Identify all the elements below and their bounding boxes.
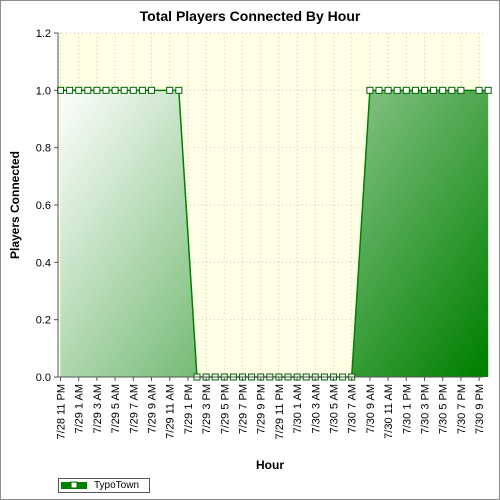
area-fill (60, 90, 489, 377)
chart-title: Total Players Connected By Hour (139, 8, 361, 24)
data-point (129, 86, 137, 94)
y-tick-label: 1.2 (36, 28, 51, 40)
data-point (75, 86, 83, 94)
y-tick-label: 0.8 (36, 143, 51, 155)
x-tick-label: 7/29 7 PM (238, 384, 250, 434)
legend: TypoTown (58, 478, 150, 493)
data-point (366, 86, 374, 94)
legend-label: TypoTown (94, 480, 140, 491)
x-tick-label: 7/29 5 AM (110, 384, 122, 434)
data-point (166, 86, 174, 94)
data-point (175, 86, 183, 94)
data-point (111, 86, 119, 94)
data-point (430, 86, 438, 94)
x-tick-label: 7/30 5 PM (438, 384, 450, 434)
x-tick-label: 7/30 5 AM (329, 384, 341, 434)
data-point (84, 86, 92, 94)
data-point (66, 86, 74, 94)
data-point (439, 86, 447, 94)
data-point (93, 86, 101, 94)
data-point (457, 86, 465, 94)
x-axis-title: Hour (256, 458, 284, 472)
data-point (138, 86, 146, 94)
x-tick-label: 7/30 11 AM (383, 384, 395, 439)
y-tick-label: 1.0 (36, 85, 51, 97)
data-point (484, 86, 492, 94)
data-point (411, 86, 419, 94)
x-tick-label: 7/29 11 AM (165, 384, 177, 439)
x-tick-label: 7/29 7 AM (128, 384, 140, 434)
x-tick-label: 7/29 11 PM (274, 384, 286, 439)
data-point (384, 86, 392, 94)
x-tick-label: 7/30 3 PM (420, 384, 432, 434)
x-tick-label: 7/29 9 PM (256, 384, 268, 434)
y-tick-label: 0.4 (36, 257, 51, 269)
data-point (120, 86, 128, 94)
x-tick-label: 7/29 1 PM (183, 384, 195, 434)
x-tick-label: 7/29 9 AM (147, 384, 159, 434)
x-tick-label: 7/29 3 AM (92, 384, 104, 434)
x-tick-label: 7/28 11 PM (56, 384, 68, 439)
x-tick-label: 7/29 3 PM (201, 384, 213, 434)
x-tick-label: 7/30 1 AM (292, 384, 304, 434)
data-point (421, 86, 428, 94)
data-point (475, 86, 483, 94)
x-tick-label: 7/30 9 AM (365, 384, 377, 434)
legend-swatch-icon (61, 481, 87, 489)
data-point (393, 86, 401, 94)
data-point (375, 86, 383, 94)
x-tick-label: 7/30 3 AM (310, 384, 322, 434)
data-point (102, 86, 110, 94)
x-tick-label: 7/29 1 AM (74, 384, 86, 434)
data-point (448, 86, 456, 94)
y-tick-label: 0.6 (36, 200, 51, 212)
x-tick-label: 7/30 7 AM (347, 384, 359, 434)
x-tick-label: 7/29 5 PM (219, 384, 231, 434)
y-tick-label: 0.2 (36, 315, 51, 327)
data-point (402, 86, 410, 94)
x-tick-label: 7/30 9 PM (474, 384, 486, 434)
y-tick-label: 0.0 (36, 372, 51, 384)
x-tick-label: 7/30 1 PM (401, 384, 413, 434)
axes: 0.0 0.2 0.4 0.6 0.8 1.0 1.2 7/28 11 PM 7/29 1 AM… (36, 28, 486, 439)
x-tick-label: 7/30 7 PM (456, 384, 468, 434)
data-point (148, 86, 155, 94)
